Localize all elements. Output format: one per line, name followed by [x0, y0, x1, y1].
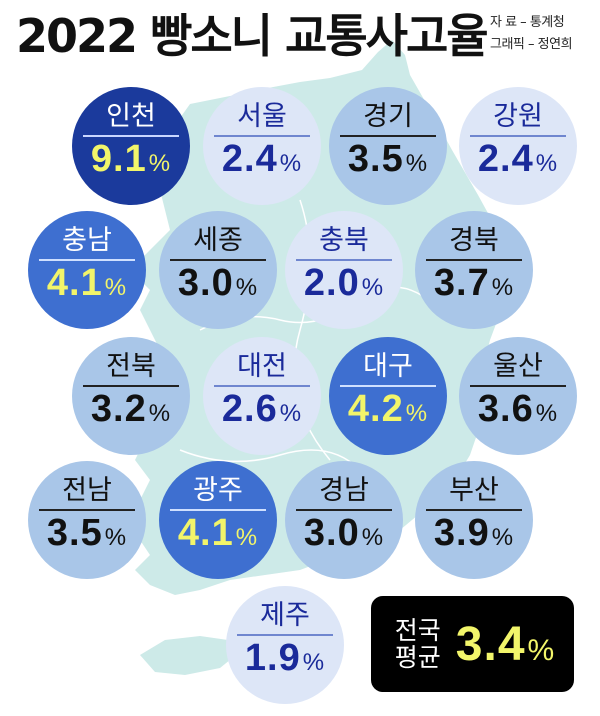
region-value: 3.0% — [303, 511, 385, 554]
region-value: 3.9% — [433, 511, 515, 554]
region-value: 2.4% — [477, 137, 559, 180]
national-average-box: 전국 평균 3.4% — [371, 596, 574, 692]
region-name: 대구 — [340, 351, 436, 387]
region-value: 3.2% — [90, 387, 172, 430]
region-bubble-gwangju: 광주 4.1% — [159, 461, 277, 579]
source-credit: 자 료 – 통계청 — [490, 15, 565, 30]
region-bubble-incheon: 인천 9.1% — [72, 87, 190, 205]
credits: 자 료 – 통계청 그래픽 – 정연희 — [490, 12, 573, 56]
region-name: 경남 — [296, 475, 392, 511]
region-bubble-gyeongnam: 경남 3.0% — [285, 461, 403, 579]
region-value: 1.9% — [244, 636, 326, 679]
region-value: 2.6% — [221, 387, 303, 430]
region-bubble-gyeongbuk: 경북 3.7% — [415, 211, 533, 329]
region-bubble-seoul: 서울 2.4% — [203, 87, 321, 205]
region-name: 울산 — [470, 351, 566, 387]
page-title: 2022 빵소니 교통사고율 — [16, 9, 489, 63]
region-bubble-busan: 부산 3.9% — [415, 461, 533, 579]
region-bubble-gyeonggi: 경기 3.5% — [329, 87, 447, 205]
region-name: 제주 — [237, 600, 333, 636]
region-value: 2.4% — [221, 137, 303, 180]
region-value: 3.5% — [46, 511, 128, 554]
region-bubble-gangwon: 강원 2.4% — [459, 87, 577, 205]
region-value: 4.1% — [177, 511, 259, 554]
region-value: 3.6% — [477, 387, 559, 430]
region-bubble-daejeon: 대전 2.6% — [203, 337, 321, 455]
region-name: 충북 — [296, 225, 392, 261]
region-value: 4.1% — [46, 261, 128, 304]
region-bubble-jeju: 제주 1.9% — [226, 586, 344, 704]
region-name: 서울 — [214, 101, 310, 137]
region-value: 3.7% — [433, 261, 515, 304]
region-bubble-sejong: 세종 3.0% — [159, 211, 277, 329]
national-average-value: 3.4% — [455, 617, 556, 671]
region-value: 3.0% — [177, 261, 259, 304]
region-name: 전북 — [83, 351, 179, 387]
region-value: 2.0% — [303, 261, 385, 304]
region-value: 3.5% — [347, 137, 429, 180]
region-bubble-jeonnam: 전남 3.5% — [28, 461, 146, 579]
region-name: 강원 — [470, 101, 566, 137]
region-name: 경북 — [426, 225, 522, 261]
region-bubble-chungbuk: 충북 2.0% — [285, 211, 403, 329]
region-bubble-ulsan: 울산 3.6% — [459, 337, 577, 455]
region-name: 충남 — [39, 225, 135, 261]
national-average-label: 전국 평균 — [394, 616, 441, 672]
region-value: 4.2% — [347, 387, 429, 430]
region-bubble-chungnam: 충남 4.1% — [28, 211, 146, 329]
region-name: 경기 — [340, 101, 436, 137]
region-name: 부산 — [426, 475, 522, 511]
region-name: 광주 — [170, 475, 266, 511]
region-name: 인천 — [83, 101, 179, 137]
region-name: 세종 — [170, 225, 266, 261]
region-bubble-jeonbuk: 전북 3.2% — [72, 337, 190, 455]
region-value: 9.1% — [90, 137, 172, 180]
graphic-credit: 그래픽 – 정연희 — [490, 37, 573, 52]
region-bubble-daegu: 대구 4.2% — [329, 337, 447, 455]
region-name: 전남 — [39, 475, 135, 511]
region-name: 대전 — [214, 351, 310, 387]
